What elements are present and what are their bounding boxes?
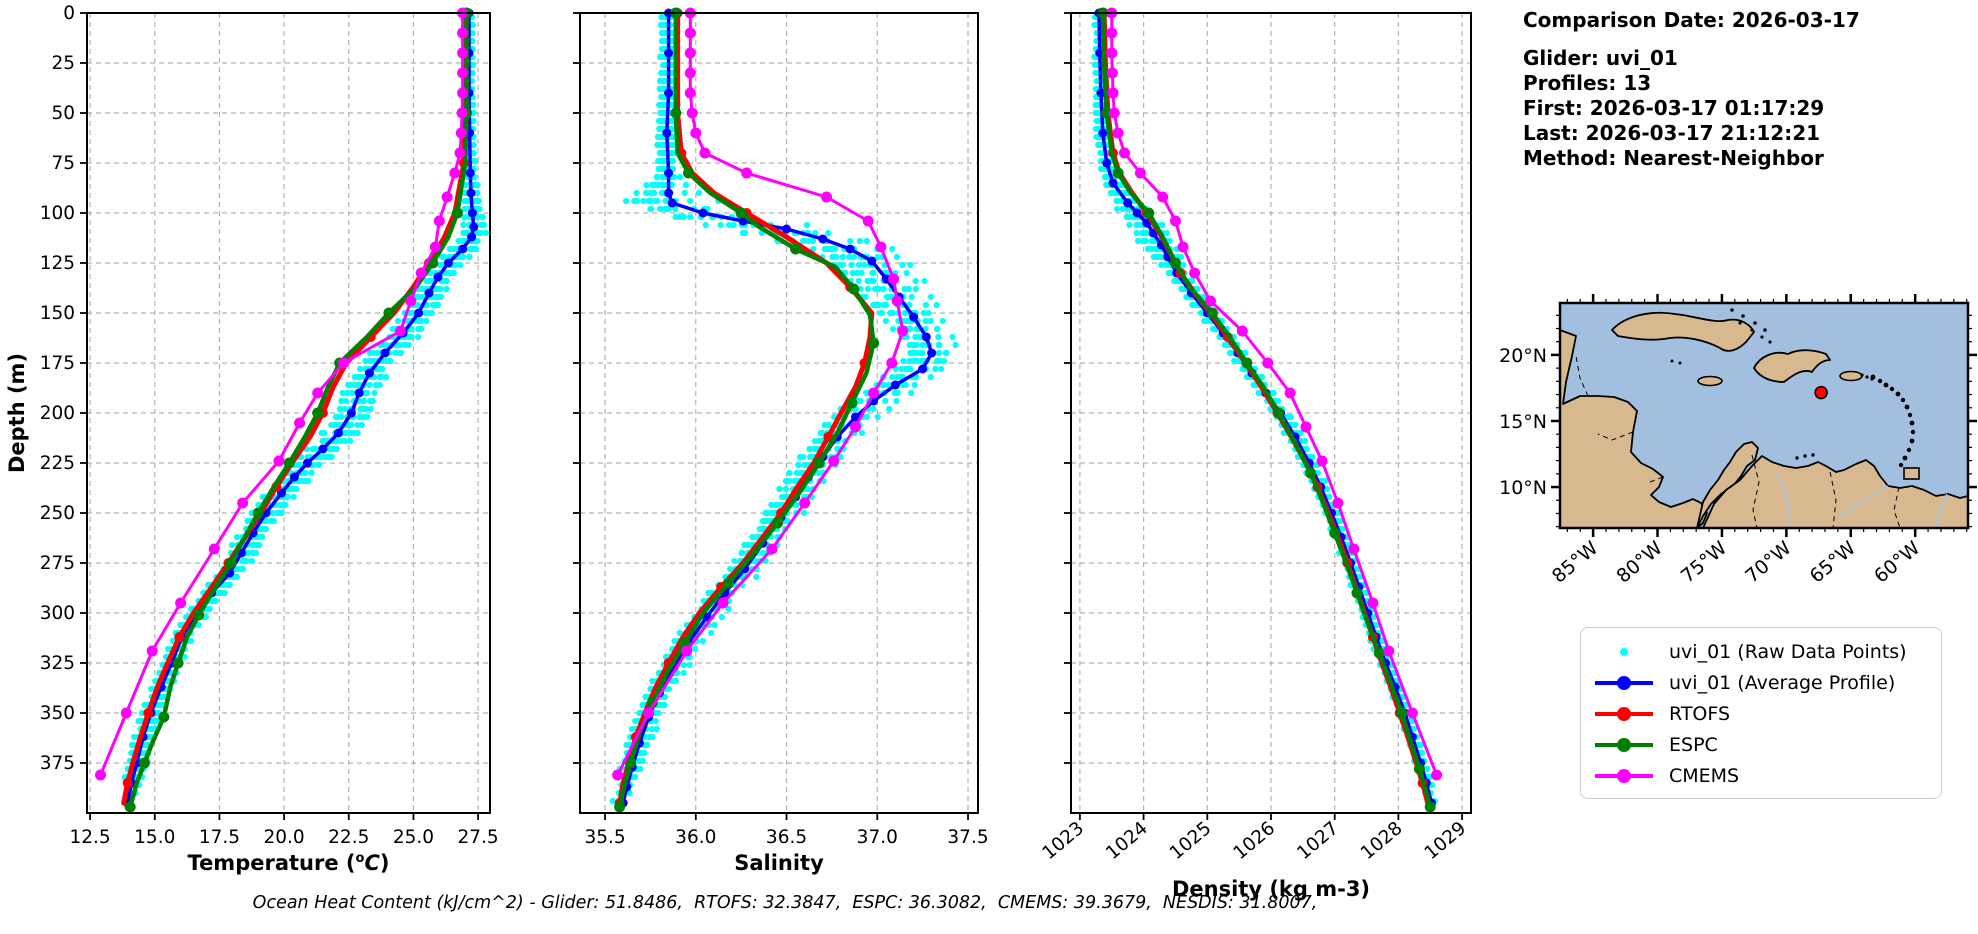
svg-text:1026: 1026 bbox=[1230, 818, 1280, 864]
svg-text:60°W: 60°W bbox=[1870, 537, 1924, 588]
series-espc bbox=[614, 7, 880, 813]
svg-text:0: 0 bbox=[63, 3, 75, 24]
svg-text:50: 50 bbox=[51, 103, 75, 124]
svg-text:150: 150 bbox=[40, 303, 75, 324]
legend-label: uvi_01 (Raw Data Points) bbox=[1669, 640, 1907, 663]
svg-text:20°N: 20°N bbox=[1500, 345, 1547, 367]
caribbean-map: 20°N 15°N 10°N 85°W 80°W 75°W 70°W 65°W 60°W bbox=[1500, 294, 1977, 588]
svg-text:12.5: 12.5 bbox=[70, 827, 111, 848]
legend-label: uvi_01 (Average Profile) bbox=[1669, 671, 1896, 694]
svg-text:22.5: 22.5 bbox=[328, 827, 369, 848]
series-espc bbox=[1097, 7, 1436, 813]
svg-text:100: 100 bbox=[40, 203, 75, 224]
info-spacer bbox=[1523, 33, 1860, 46]
svg-text:Density (kg m-3): Density (kg m-3) bbox=[1172, 877, 1370, 901]
svg-text:85°W: 85°W bbox=[1548, 537, 1602, 588]
svg-text:37.0: 37.0 bbox=[857, 827, 898, 848]
first-profile-time-text: First: 2026-03-17 01:17:29 bbox=[1523, 96, 1825, 120]
legend-label: ESPC bbox=[1669, 733, 1718, 756]
svg-text:375: 375 bbox=[40, 753, 75, 774]
series-cmems bbox=[1106, 7, 1443, 781]
svg-text:37.5: 37.5 bbox=[947, 827, 988, 848]
svg-text:1023: 1023 bbox=[1039, 818, 1089, 864]
svg-text:Salinity: Salinity bbox=[734, 851, 824, 875]
series-cmems bbox=[612, 7, 909, 781]
svg-text:15.0: 15.0 bbox=[134, 827, 175, 848]
glider-name-text: Glider: uvi_01 bbox=[1523, 46, 1678, 70]
method-text: Method: Nearest-Neighbor bbox=[1523, 146, 1824, 170]
svg-text:36.0: 36.0 bbox=[675, 827, 716, 848]
legend-item-espc: ESPC bbox=[1595, 729, 1941, 760]
raw-points-swatch bbox=[1595, 647, 1653, 656]
raw-data-scatter bbox=[121, 13, 490, 805]
cmems-swatch bbox=[1595, 768, 1653, 783]
series-cmems bbox=[95, 7, 469, 781]
svg-text:325: 325 bbox=[40, 653, 75, 674]
svg-text:75: 75 bbox=[51, 153, 75, 174]
subplot-temperature-c: 12.5 15.0 17.5 20.0 22.5 25.0 27.5 0 25 50 75 100 12… bbox=[40, 3, 499, 875]
svg-text:27.5: 27.5 bbox=[457, 827, 498, 848]
svg-text:17.5: 17.5 bbox=[199, 827, 240, 848]
series-rtofs bbox=[1099, 8, 1431, 806]
last-profile-time-text: Last: 2026-03-17 21:12:21 bbox=[1523, 121, 1821, 145]
svg-text:1025: 1025 bbox=[1166, 818, 1216, 864]
average-profile-swatch bbox=[1595, 675, 1653, 690]
legend-item-rtofs: RTOFS bbox=[1595, 698, 1941, 729]
svg-text:75°W: 75°W bbox=[1677, 537, 1731, 588]
map-inset: 20°N 15°N 10°N 85°W 80°W 75°W 70°W 65°W 60°W bbox=[1500, 294, 1977, 588]
svg-text:20.0: 20.0 bbox=[264, 827, 305, 848]
svg-text:350: 350 bbox=[40, 703, 75, 724]
legend-label: RTOFS bbox=[1669, 702, 1731, 725]
svg-text:70°W: 70°W bbox=[1741, 537, 1795, 588]
svg-text:Depth (m): Depth (m) bbox=[5, 353, 29, 473]
svg-text:200: 200 bbox=[40, 403, 75, 424]
ocean-heat-content-caption: Ocean Heat Content (kJ/cm^2) - Glider: 5… bbox=[252, 893, 1318, 913]
svg-text:35.5: 35.5 bbox=[584, 827, 625, 848]
svg-text:1029: 1029 bbox=[1421, 818, 1471, 864]
legend-box: uvi_01 (Raw Data Points) uvi_01 (Average… bbox=[1580, 627, 1942, 799]
legend-item-raw: uvi_01 (Raw Data Points) bbox=[1595, 636, 1941, 667]
svg-text:25: 25 bbox=[51, 53, 75, 74]
svg-text:80°W: 80°W bbox=[1612, 537, 1666, 588]
svg-text:300: 300 bbox=[40, 603, 75, 624]
svg-text:1024: 1024 bbox=[1102, 818, 1152, 864]
info-panel: Comparison Date: 2026-03-17 Glider: uvi_… bbox=[1523, 8, 1860, 171]
svg-text:15°N: 15°N bbox=[1500, 411, 1547, 433]
svg-text:175: 175 bbox=[40, 353, 75, 374]
legend-item-average: uvi_01 (Average Profile) bbox=[1595, 667, 1941, 698]
svg-text:1028: 1028 bbox=[1357, 818, 1407, 864]
espc-swatch bbox=[1595, 737, 1653, 752]
svg-text:10°N: 10°N bbox=[1500, 477, 1547, 499]
svg-text:275: 275 bbox=[40, 553, 75, 574]
legend-item-cmems: CMEMS bbox=[1595, 760, 1941, 791]
comparison-date-text: Comparison Date: 2026-03-17 bbox=[1523, 8, 1860, 32]
rtofs-swatch bbox=[1595, 706, 1653, 721]
profiles-count-text: Profiles: 13 bbox=[1523, 71, 1652, 95]
svg-text:125: 125 bbox=[40, 253, 75, 274]
svg-text:25.0: 25.0 bbox=[393, 827, 434, 848]
svg-text:Temperature (oC): Temperature (oC) bbox=[188, 851, 390, 875]
series-uvi-01-average-profile bbox=[1094, 8, 1436, 808]
svg-text:1027: 1027 bbox=[1293, 818, 1343, 864]
landmasses bbox=[1560, 308, 1968, 528]
series-rtofs bbox=[614, 8, 875, 808]
glider-position-marker bbox=[1814, 385, 1828, 400]
svg-text:65°W: 65°W bbox=[1806, 537, 1860, 588]
series-espc bbox=[124, 7, 472, 813]
profile-plots: 12.5 15.0 17.5 20.0 22.5 25.0 27.5 0 25 50 75 100 12… bbox=[5, 3, 1472, 901]
legend-label: CMEMS bbox=[1669, 764, 1740, 787]
subplot-density-kg-m: 1023 1024 1025 1026 1027 1028 1029 Density (kg … bbox=[1039, 7, 1472, 901]
svg-text:250: 250 bbox=[40, 503, 75, 524]
subplot-salinity: 35.5 36.0 36.5 37.0 37.5 Salinity bbox=[573, 7, 989, 875]
svg-text:225: 225 bbox=[40, 453, 75, 474]
series-uvi-01-average-profile bbox=[123, 8, 479, 808]
svg-text:36.5: 36.5 bbox=[766, 827, 807, 848]
